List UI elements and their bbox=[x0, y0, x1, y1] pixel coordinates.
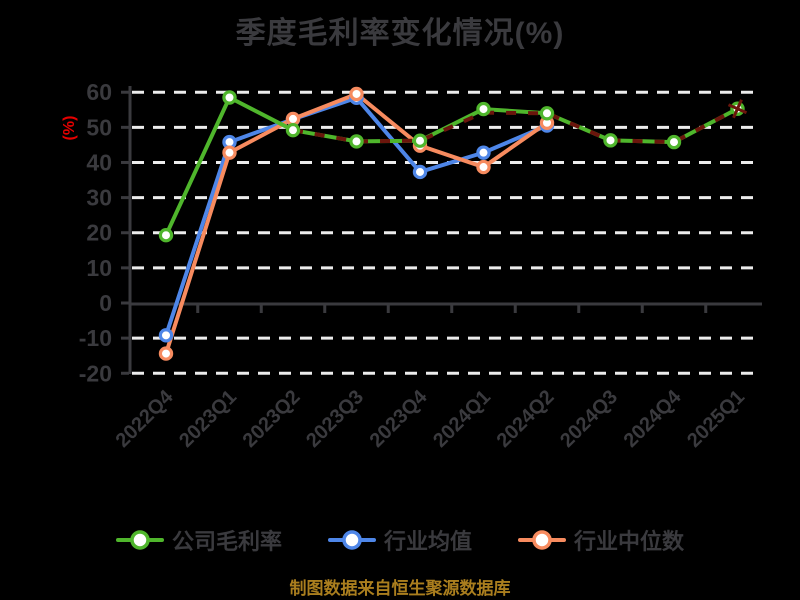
data-source-note: 制图数据来自恒生聚源数据库 bbox=[289, 579, 511, 598]
legend: 公司毛利率 行业均值 行业中位数 bbox=[0, 520, 800, 560]
y-tick-label: -10 bbox=[79, 325, 112, 351]
y-tick-label: -20 bbox=[79, 360, 112, 386]
overlay-dashed-line bbox=[292, 106, 739, 145]
data-point-marker bbox=[285, 122, 301, 138]
data-point-marker bbox=[158, 328, 174, 343]
data-point-marker bbox=[349, 86, 364, 102]
legend-label: 行业均值 bbox=[383, 529, 472, 554]
legend-label: 公司毛利率 bbox=[171, 529, 282, 554]
series-line-0 bbox=[164, 95, 740, 238]
data-point-marker bbox=[476, 159, 491, 175]
y-tick-label: 60 bbox=[86, 79, 112, 105]
data-point-marker bbox=[476, 145, 491, 160]
data-point-marker bbox=[666, 134, 682, 150]
x-tick-label: 2024Q2 bbox=[493, 386, 559, 452]
y-tick-label: 30 bbox=[86, 185, 112, 211]
data-point-marker bbox=[349, 134, 364, 149]
x-tick-label: 2025Q1 bbox=[683, 386, 749, 452]
x-tick-label: 2024Q4 bbox=[620, 385, 687, 452]
y-tick-label: 50 bbox=[86, 114, 112, 140]
x-tick-label: 2023Q2 bbox=[239, 386, 305, 452]
overlay-end-cross-icon bbox=[732, 99, 743, 119]
series-line-1 bbox=[164, 95, 549, 338]
industry-avg-line-marker-icon bbox=[327, 530, 376, 550]
x-tick-label: 2022Q4 bbox=[112, 385, 179, 452]
data-point-marker bbox=[285, 111, 301, 127]
data-point-marker bbox=[412, 164, 428, 180]
y-tick-label: 10 bbox=[86, 255, 112, 281]
data-point-marker bbox=[603, 133, 618, 148]
chart-title: 季度毛利率变化情况(%) bbox=[235, 17, 565, 50]
y-tick-label: 40 bbox=[86, 149, 112, 175]
legend-item-industry-median: 行业中位数 bbox=[518, 524, 684, 556]
industry-median-line-marker-icon bbox=[518, 530, 566, 550]
data-point-marker bbox=[476, 101, 491, 117]
data-point-marker bbox=[539, 106, 555, 121]
data-point-marker bbox=[158, 346, 174, 361]
company-line-marker-icon bbox=[115, 530, 164, 550]
series-line-2 bbox=[164, 91, 549, 356]
data-point-marker bbox=[222, 90, 237, 105]
y-tick-label: 0 bbox=[99, 290, 112, 316]
data-point-marker bbox=[158, 227, 174, 243]
y-tick-label: 20 bbox=[86, 220, 112, 246]
x-tick-label: 2023Q1 bbox=[175, 386, 241, 452]
data-point-marker bbox=[412, 133, 428, 148]
data-point-marker bbox=[222, 145, 237, 160]
x-tick-label: 2024Q3 bbox=[556, 386, 622, 452]
legend-item-industry-avg: 行业均值 bbox=[327, 524, 472, 556]
legend-item-company: 公司毛利率 bbox=[115, 524, 282, 556]
x-tick-label: 2024Q1 bbox=[429, 386, 495, 452]
x-tick-label: 2023Q4 bbox=[366, 385, 433, 452]
x-tick-label: 2023Q3 bbox=[302, 386, 368, 452]
legend-label: 行业中位数 bbox=[574, 529, 685, 554]
